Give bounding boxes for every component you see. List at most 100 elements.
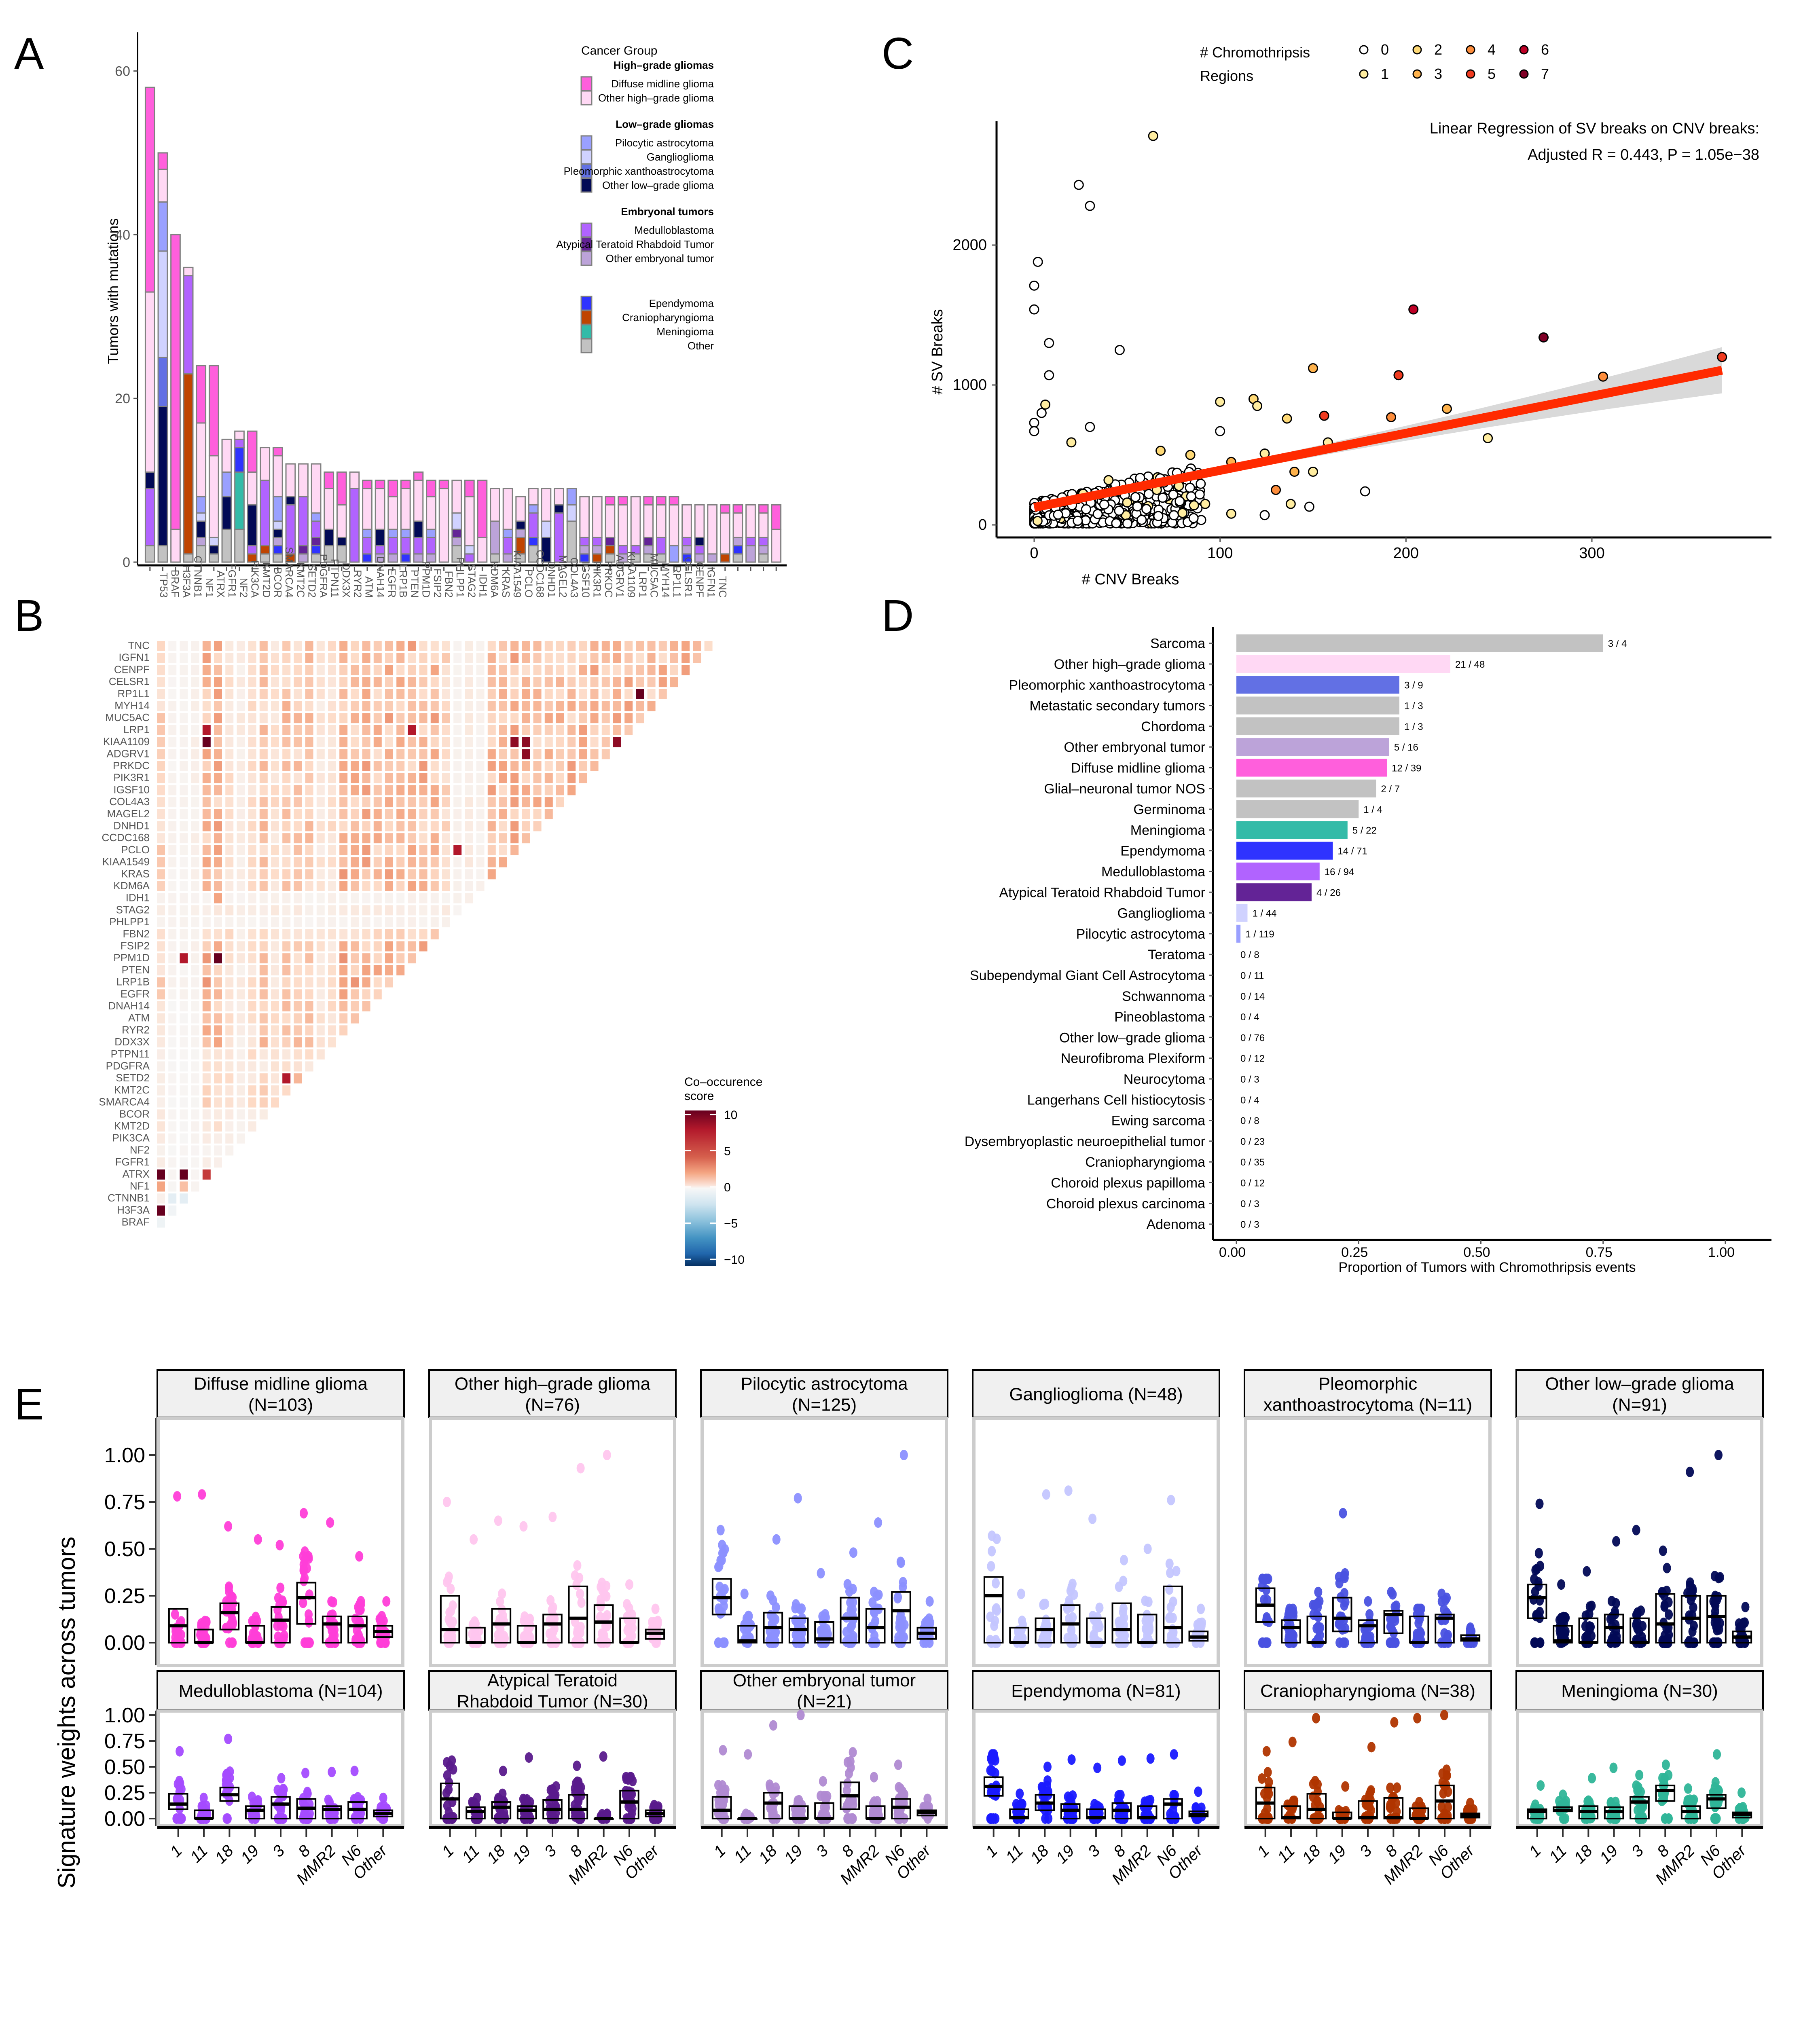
data-point <box>652 1803 661 1814</box>
heatmap-cell <box>248 701 256 711</box>
heatmap-cell <box>271 857 279 867</box>
heatmap-cell <box>214 641 222 651</box>
heatmap-cell <box>328 881 336 891</box>
signature-mmr2 <box>322 1517 342 1648</box>
bar-segment <box>681 537 692 547</box>
heatmap-cell <box>305 1061 313 1072</box>
facet-strip <box>1515 1369 1764 1418</box>
signature-mmr2 <box>1409 1603 1429 1648</box>
heatmap-cell <box>248 833 256 844</box>
box <box>271 1796 291 1820</box>
heatmap-cell <box>259 989 268 1000</box>
heatmap-cell <box>248 725 256 735</box>
heatmap-cell <box>271 1049 279 1060</box>
category-label: Schwannoma <box>1122 989 1205 1004</box>
heatmap-cell <box>476 689 485 699</box>
heatmap-cell <box>408 749 416 759</box>
signature-3 <box>814 1568 834 1648</box>
heatmap-cell <box>351 845 359 855</box>
scatter-point <box>1226 508 1236 519</box>
heatmap-cell <box>351 1001 359 1011</box>
heatmap-cell <box>237 857 245 867</box>
heatmap-cell <box>419 809 427 819</box>
heatmap-cell <box>522 761 530 771</box>
count-label: 12 / 39 <box>1392 763 1421 774</box>
x-tick-label: 19 <box>509 1842 534 1867</box>
heatmap-cell <box>282 1049 291 1060</box>
heatmap-cell <box>248 749 256 759</box>
bar-segment <box>311 463 322 514</box>
heatmap-cell <box>453 677 462 687</box>
heatmap-cell <box>259 713 268 723</box>
heatmap-cell <box>590 641 599 651</box>
facet-medulloblastoma: Medulloblastoma (N=104)1 11 18 19 3 8MMR2N6Ot… <box>104 1670 405 1888</box>
scatter-point <box>1285 499 1296 509</box>
heatmap-cell <box>373 857 382 867</box>
heatmap-cell <box>419 941 427 952</box>
heatmap-cell <box>408 809 416 819</box>
heatmap-cell <box>282 737 291 747</box>
data-point <box>328 1766 336 1777</box>
signature-8 <box>1383 1586 1404 1648</box>
heatmap-cell <box>202 1145 211 1156</box>
data-point <box>520 1631 528 1642</box>
heatmap-cell <box>487 857 496 867</box>
facet-strip <box>157 1670 405 1711</box>
heatmap-cell <box>453 725 462 735</box>
heatmap-cell <box>522 713 530 723</box>
count-label: 0 / 4 <box>1240 1095 1259 1106</box>
bar-segment <box>592 545 603 555</box>
bar-segment <box>502 553 513 563</box>
bar-row: Other high–grade glioma 21 / 48 <box>1054 655 1485 673</box>
heatmap-cell <box>214 1133 222 1144</box>
data-point <box>198 1489 206 1500</box>
heatmap-cell <box>476 797 485 808</box>
heatmap-cell <box>533 737 542 747</box>
heatmap-cell <box>248 761 256 771</box>
data-point <box>201 1616 209 1626</box>
heatmap-cell <box>168 893 177 903</box>
count-label: 5 / 16 <box>1394 742 1418 753</box>
heatmap-cell <box>271 665 279 675</box>
heatmap-cell <box>533 809 542 819</box>
heatmap-cell <box>601 749 610 759</box>
heatmap-cell <box>510 749 519 759</box>
heatmap-cell <box>408 833 416 844</box>
heatmap-cell <box>214 797 222 808</box>
signature-8 <box>1111 1555 1132 1648</box>
heatmap-cell <box>339 737 348 747</box>
heatmap-cell <box>294 1013 302 1024</box>
column-label: DDX3X <box>340 563 352 598</box>
box <box>1332 1597 1352 1633</box>
heatmap-cell <box>351 701 359 711</box>
data-point <box>299 1597 307 1608</box>
heatmap-cell <box>248 653 256 663</box>
heatmap-cell <box>430 821 439 831</box>
box <box>865 1608 886 1643</box>
bar-segment <box>771 504 782 530</box>
data-point <box>1365 1609 1374 1620</box>
heatmap-cell <box>510 701 519 711</box>
data-point <box>798 1603 806 1614</box>
heatmap-cell <box>225 1061 234 1072</box>
data-point <box>1145 1619 1153 1630</box>
heatmap-cell <box>328 869 336 880</box>
heatmap-cell <box>453 713 462 723</box>
data-point <box>1095 1602 1104 1613</box>
scatter-point <box>1114 506 1124 516</box>
heatmap-cell <box>248 917 256 928</box>
bar-segment <box>144 291 155 473</box>
panel-b-row-labels: TNCIGFN1CENPFCELSR1RP1L1MYH14MUC5ACLRP1K… <box>99 639 150 1228</box>
heatmap-cell <box>339 941 348 952</box>
heatmap-cell <box>191 989 199 1000</box>
stacked-bar-atrx <box>208 365 219 563</box>
scatter-point <box>1189 500 1199 511</box>
heatmap-cell <box>339 905 348 916</box>
scatter-point <box>1066 437 1077 448</box>
heatmap-cell <box>385 965 393 975</box>
heatmap-cell <box>294 713 302 723</box>
heatmap-cell <box>556 665 564 675</box>
bar-segment <box>272 529 283 538</box>
heatmap-cell <box>385 749 393 759</box>
heatmap-cell <box>647 677 656 687</box>
